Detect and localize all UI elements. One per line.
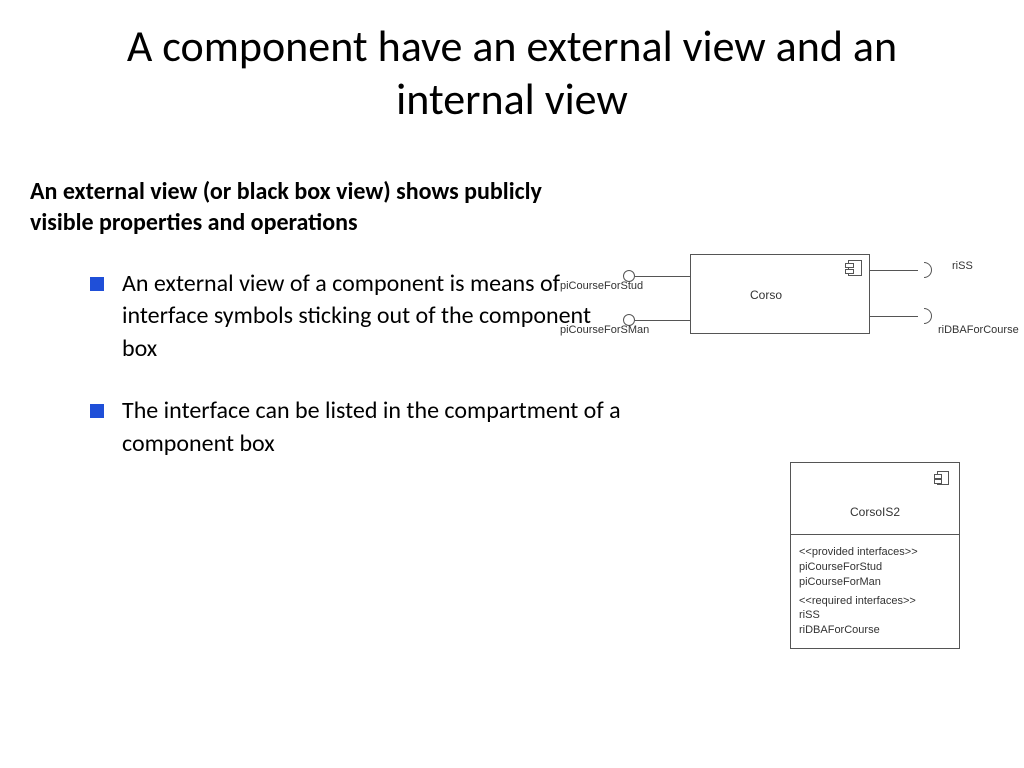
interface-label: riSS [799,608,951,623]
component-compartment: <<provided interfaces>> piCourseForStud … [791,535,959,648]
component-name-label: Corso [750,288,782,302]
intro-text: An external view (or black box view) sho… [30,176,550,238]
interface-label: riDBAForCourse [938,324,1019,336]
interface-connector [635,276,690,277]
component-diagram-lollipop: Corso piCourseForStud piCourseForSMan ri… [560,240,1000,370]
interface-label: riDBAForCourse [799,623,951,638]
component-icon [937,471,949,485]
interface-connector [870,270,918,271]
component-diagram-compartment: CorsoIS2 <<provided interfaces>> piCours… [790,462,960,649]
interface-label: piCourseForSMan [560,324,649,336]
required-interface-icon [916,308,932,324]
square-bullet-icon [90,277,104,291]
interface-connector [870,316,918,317]
stereotype-label: <<provided interfaces>> [799,545,951,560]
component-header: CorsoIS2 [791,463,959,535]
interface-label: riSS [952,260,973,272]
bullet-text: The interface can be listed in the compa… [122,395,630,460]
square-bullet-icon [90,404,104,418]
required-interface-icon [916,262,932,278]
interface-label: piCourseForStud [560,280,643,292]
component-icon [848,260,862,276]
interface-label: piCourseForStud [799,560,951,575]
page-title: A component have an external view and an… [0,0,1024,136]
bullet-list: An external view of a component is means… [30,238,630,460]
component-name-label: CorsoIS2 [791,505,959,519]
interface-label: piCourseForMan [799,575,951,590]
list-item: The interface can be listed in the compa… [90,395,630,460]
bullet-text: An external view of a component is means… [122,268,630,365]
component-box: CorsoIS2 <<provided interfaces>> piCours… [790,462,960,649]
stereotype-label: <<required interfaces>> [799,594,951,609]
interface-connector [635,320,690,321]
list-item: An external view of a component is means… [90,268,630,365]
